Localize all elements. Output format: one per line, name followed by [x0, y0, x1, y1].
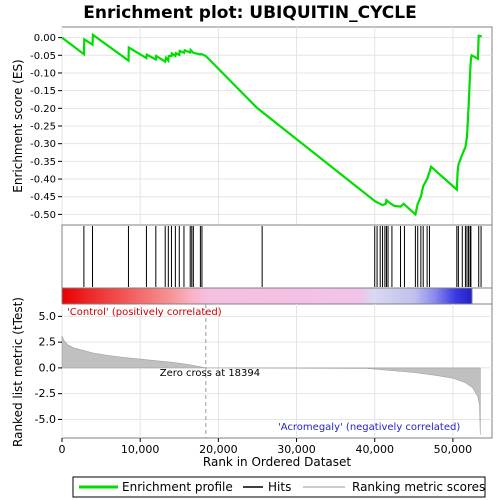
ranking-colorbar-tail: [471, 287, 493, 305]
legend-box: [72, 476, 486, 498]
es-ytick-label: -0.30: [30, 139, 56, 150]
metric-xlabel: Rank in Ordered Dataset: [203, 455, 351, 469]
es-ytick-label: 0.00: [34, 33, 56, 44]
ranking-colorbar-strip: [61, 287, 473, 305]
legend-label-enrichment: Enrichment profile: [122, 480, 233, 494]
legend-label-metric: Ranking metric scores: [352, 480, 485, 494]
metric-xtick-label: 30,000: [277, 443, 316, 456]
zero-cross-label: Zero cross at 18394: [160, 368, 260, 379]
metric-ylabel: Ranked list metric (tTest): [11, 297, 25, 447]
chart-title: Enrichment plot: UBIQUITIN_CYCLE: [83, 3, 416, 23]
es-ytick-label: -0.15: [30, 86, 56, 97]
metric-ytick-label: 2.5: [39, 336, 57, 349]
legend-label-hits: Hits: [268, 480, 291, 494]
metric-ytick-label: -2.5: [35, 387, 56, 400]
positive-correlation-label: 'Control' (positively correlated): [67, 307, 222, 318]
metric-ytick-label: -5.0: [35, 413, 56, 426]
es-panel: 0.00 -0.05 -0.10 -0.15 -0.20 -0.25 -0.30 -0.35 -…: [11, 26, 493, 226]
es-ytick-label: -0.40: [30, 175, 56, 186]
metric-xtick-label: 50,000: [434, 443, 473, 456]
metric-xtick-label: 40,000: [355, 443, 394, 456]
es-ytick-label: -0.05: [30, 51, 56, 62]
ranking-colorbar: [61, 287, 493, 305]
es-ytick-label: -0.50: [30, 210, 56, 221]
metric-xtick-label: 20,000: [199, 443, 238, 456]
es-ytick-label: -0.45: [30, 192, 56, 203]
es-ytick-label: -0.20: [30, 104, 56, 115]
es-ytick-label: -0.10: [30, 68, 56, 79]
metric-ytick-label: 0.0: [39, 361, 57, 374]
metric-xtick-label: 0: [59, 443, 66, 456]
metric-panel: Zero cross at 18394 'Control' (positivel…: [11, 297, 493, 469]
es-ytick-label: -0.35: [30, 157, 56, 168]
es-ylabel: Enrichment score (ES): [11, 59, 25, 192]
hits-panel: [61, 224, 493, 289]
enrichment-profile-line: [61, 32, 483, 217]
metric-ytick-label: 5.0: [39, 310, 57, 323]
es-ytick-label: -0.25: [30, 122, 56, 133]
legend: Enrichment profile Hits Ranking metric s…: [72, 476, 486, 498]
hits-frame: [61, 224, 493, 289]
negative-correlation-label: 'Acromegaly' (negatively correlated): [278, 422, 460, 433]
metric-xtick-label: 10,000: [121, 443, 160, 456]
